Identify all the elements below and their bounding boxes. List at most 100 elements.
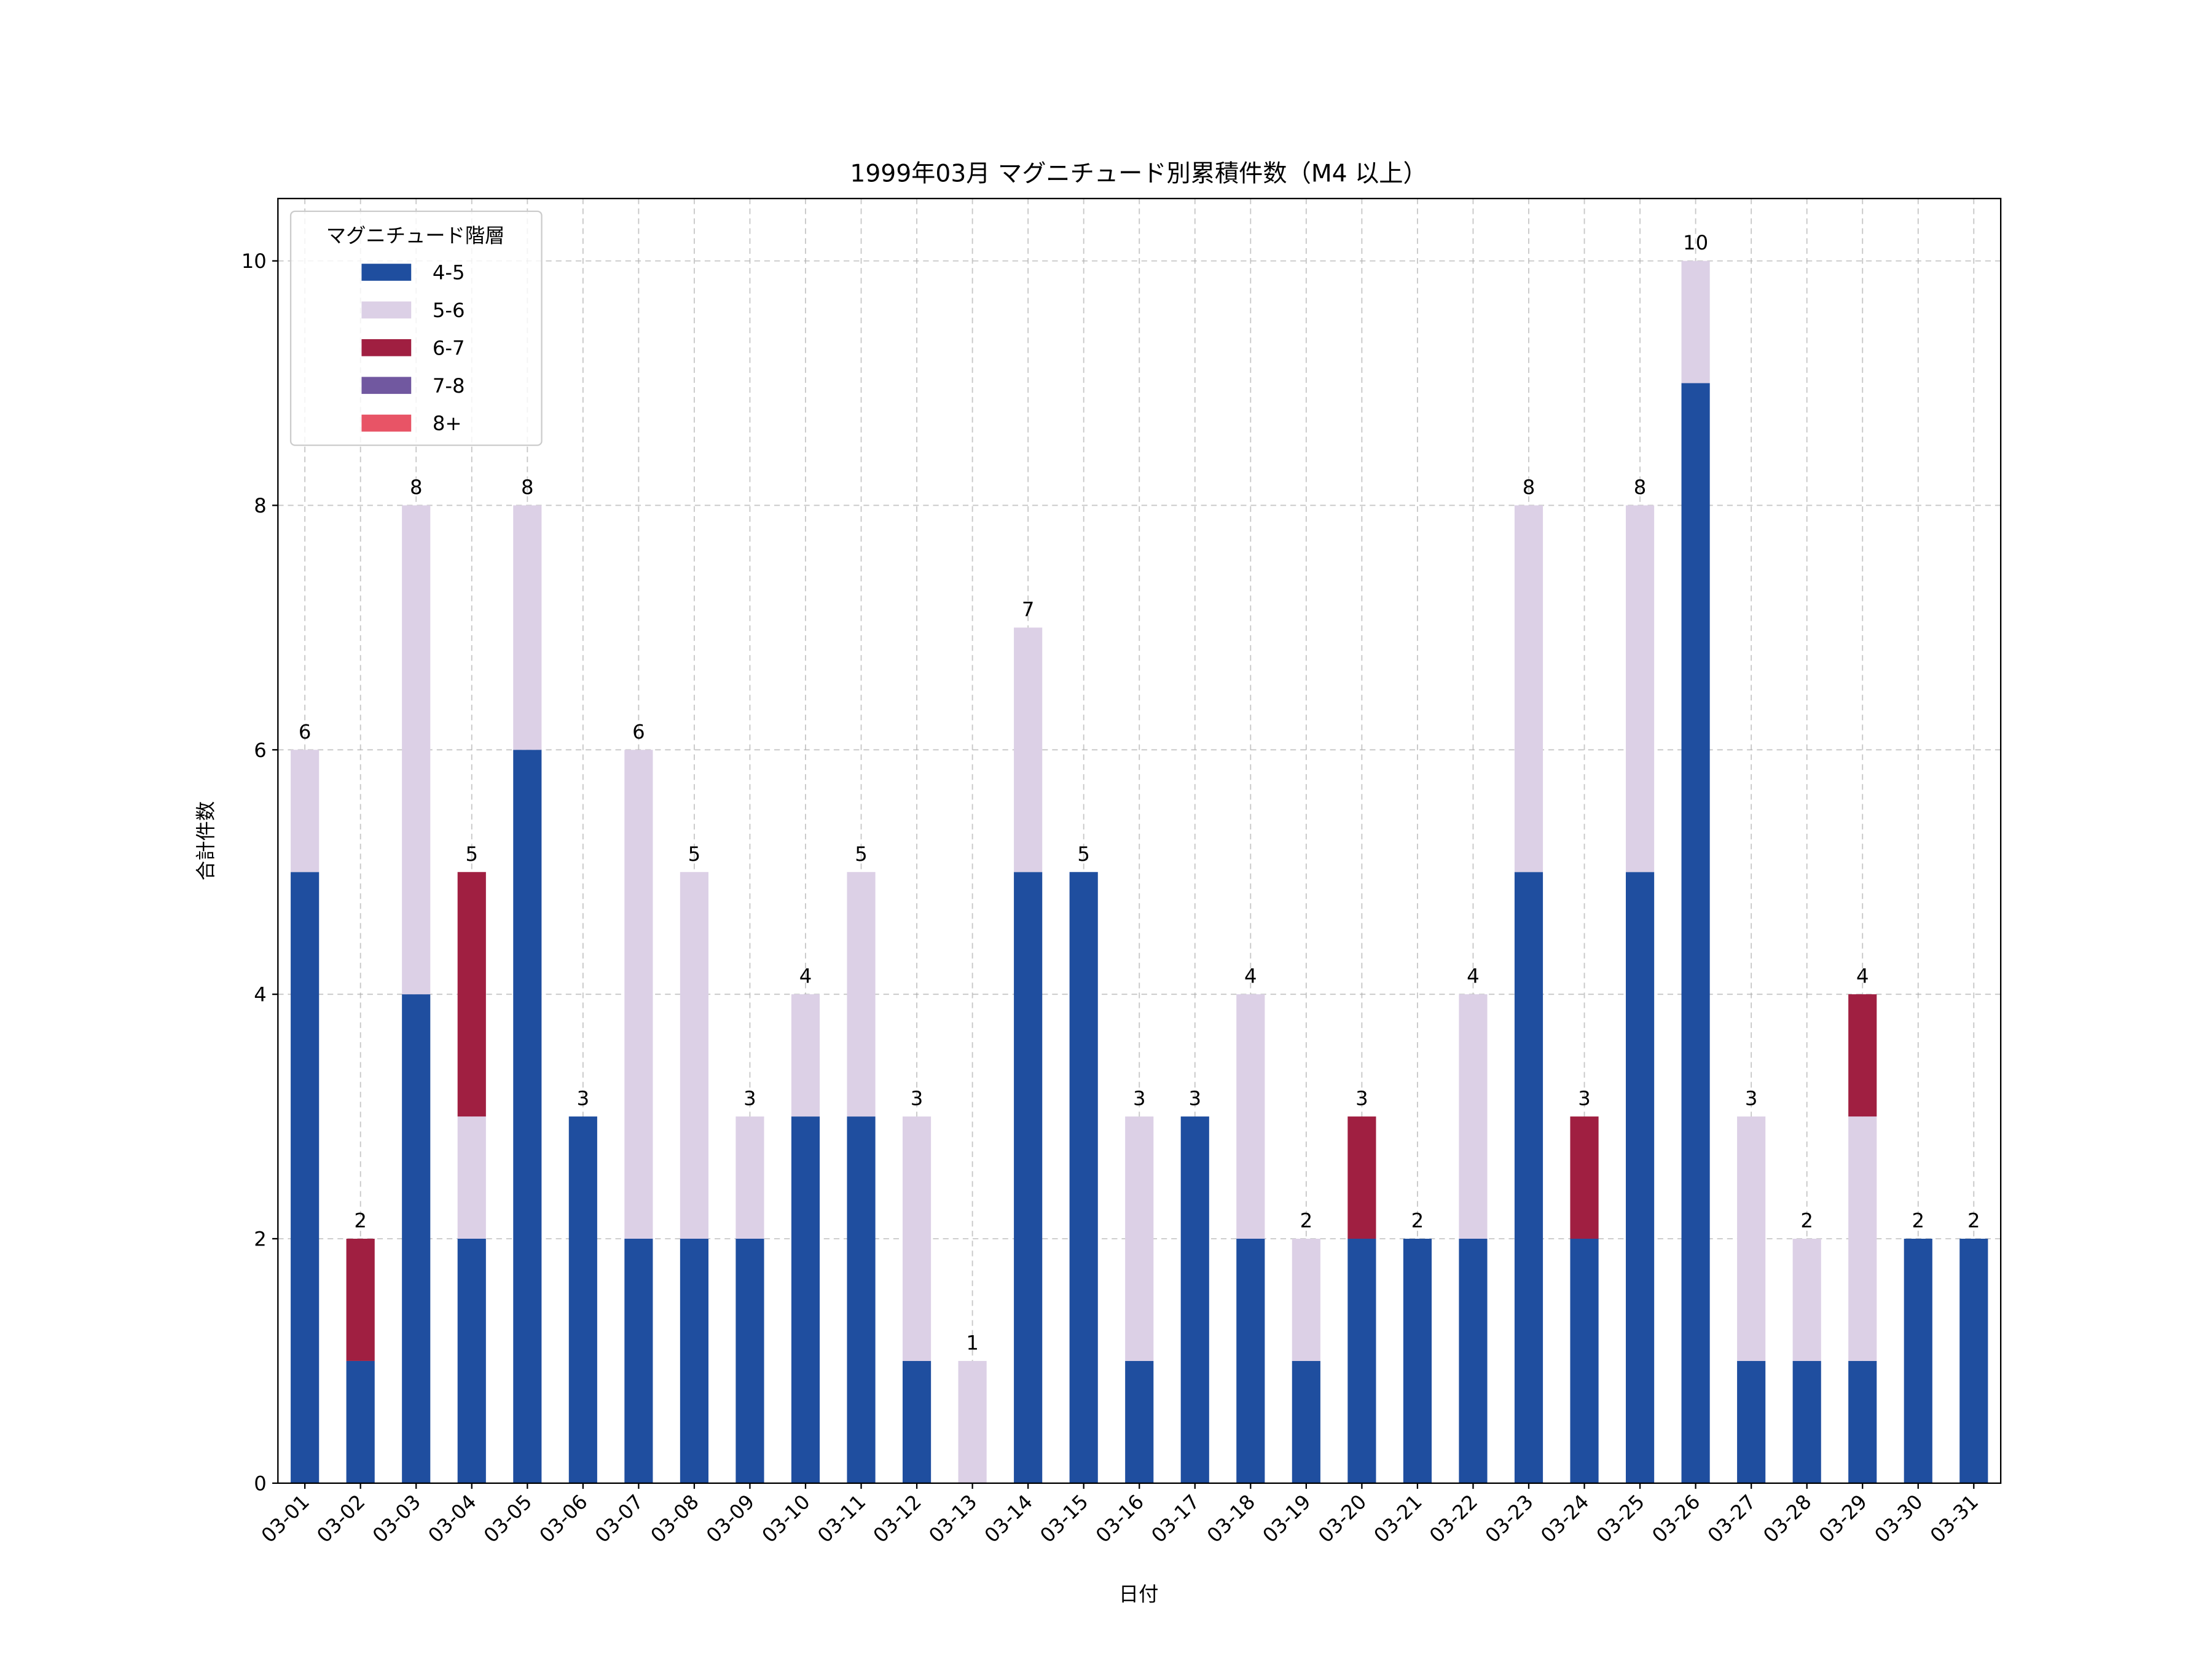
bar-segment-4-5 — [346, 1360, 375, 1483]
total-label: 3 — [743, 1087, 756, 1110]
legend-label: 4-5 — [433, 261, 465, 284]
total-label: 3 — [1133, 1087, 1146, 1110]
bar-segment-4-5 — [1125, 1360, 1154, 1483]
bar-segment-4-5 — [1792, 1360, 1821, 1483]
bar-segment-6-7 — [346, 1239, 375, 1361]
total-label: 3 — [577, 1087, 590, 1110]
legend-label: 6-7 — [433, 336, 465, 359]
total-label: 5 — [855, 842, 868, 866]
legend-label: 7-8 — [433, 374, 465, 398]
bar-segment-4-5 — [1570, 1239, 1599, 1483]
total-label: 4 — [1467, 965, 1480, 988]
total-label: 8 — [410, 476, 423, 499]
legend-label: 8+ — [433, 412, 462, 435]
bar-segment-5-6 — [1292, 1239, 1320, 1361]
total-label: 6 — [632, 720, 645, 743]
total-label: 10 — [1683, 231, 1708, 254]
bar-segment-5-6 — [1125, 1116, 1154, 1361]
bar-segment-4-5 — [1626, 872, 1655, 1483]
bar-segment-4-5 — [903, 1360, 931, 1483]
bar-segment-4-5 — [1180, 1116, 1209, 1483]
bar-segment-4-5 — [1069, 872, 1098, 1483]
total-label: 1 — [966, 1331, 979, 1354]
total-label: 6 — [299, 720, 312, 743]
bars — [291, 261, 1988, 1483]
legend-swatch-6-7 — [361, 339, 412, 356]
total-label: 4 — [1244, 965, 1257, 988]
legend-swatch-4-5 — [361, 264, 412, 281]
legend-swatch-8+ — [361, 414, 412, 432]
total-label: 2 — [1300, 1209, 1313, 1233]
y-axis-label: 合計件数 — [194, 801, 218, 880]
bar-segment-6-7 — [1570, 1116, 1599, 1239]
bar-segment-5-6 — [1236, 994, 1265, 1239]
bar-segment-4-5 — [1848, 1360, 1877, 1483]
total-label: 2 — [1967, 1209, 1980, 1233]
legend-label: 5-6 — [433, 299, 465, 322]
x-axis-label: 日付 — [1119, 1582, 1159, 1606]
total-label: 2 — [1912, 1209, 1924, 1233]
total-label: 8 — [1523, 476, 1535, 499]
bar-segment-4-5 — [847, 1116, 876, 1483]
bar-segment-5-6 — [1681, 261, 1710, 383]
legend: マグニチュード階層 4-5 5-6 6-7 7-8 8+ — [289, 210, 543, 446]
y-tick-label: 6 — [254, 739, 267, 762]
bar-segment-5-6 — [1459, 994, 1488, 1239]
total-label: 2 — [1411, 1209, 1424, 1233]
total-label: 8 — [521, 476, 534, 499]
data-labels: 6 2 8 5 8 3 6 5 3 4 5 3 1 7 5 3 3 4 2 3 2 4 8 3 8 10 3 2 4 2 2 — [299, 231, 1980, 1354]
bar-segment-4-5 — [1292, 1360, 1320, 1483]
total-label: 3 — [1355, 1087, 1368, 1110]
bar-segment-4-5 — [1014, 872, 1043, 1483]
bar-segment-4-5 — [1737, 1360, 1766, 1483]
bar-segment-5-6 — [680, 872, 708, 1239]
bar-segment-5-6 — [791, 994, 820, 1117]
y-tick-label: 2 — [254, 1228, 267, 1251]
bar-segment-6-7 — [457, 872, 486, 1117]
bar-segment-5-6 — [457, 1116, 486, 1239]
bar-segment-4-5 — [1403, 1239, 1432, 1483]
bar-segment-4-5 — [1681, 383, 1710, 1483]
bar-segment-5-6 — [903, 1116, 931, 1361]
total-label: 4 — [799, 965, 812, 988]
bar-segment-5-6 — [1848, 1116, 1877, 1361]
bar-segment-5-6 — [291, 750, 320, 873]
bar-segment-5-6 — [1014, 627, 1043, 873]
legend-frame — [289, 210, 543, 446]
bar-segment-5-6 — [958, 1360, 987, 1483]
total-label: 3 — [911, 1087, 924, 1110]
bar-segment-4-5 — [1904, 1239, 1932, 1483]
bar-segment-5-6 — [1792, 1239, 1821, 1361]
bar-segment-4-5 — [402, 994, 431, 1483]
bar-segment-5-6 — [624, 750, 653, 1239]
total-label: 2 — [354, 1209, 367, 1233]
bar-segment-4-5 — [1236, 1239, 1265, 1483]
total-label: 4 — [1856, 965, 1869, 988]
bar-segment-5-6 — [847, 872, 876, 1117]
bar-segment-4-5 — [791, 1116, 820, 1483]
y-tick-label: 10 — [241, 249, 267, 273]
bar-segment-6-7 — [1848, 994, 1877, 1117]
total-label: 7 — [1022, 598, 1035, 621]
bar-segment-4-5 — [513, 750, 542, 1483]
bar-segment-4-5 — [1959, 1239, 1988, 1483]
y-tick-label: 0 — [254, 1472, 267, 1495]
bar-segment-4-5 — [457, 1239, 486, 1483]
bar-segment-4-5 — [624, 1239, 653, 1483]
chart-title: 1999年03月 マグニチュード別累積件数（M4 以上） — [850, 160, 1427, 187]
total-label: 5 — [688, 842, 701, 866]
bar-segment-4-5 — [568, 1116, 597, 1483]
bar-segment-4-5 — [680, 1239, 708, 1483]
legend-swatch-5-6 — [361, 301, 412, 319]
total-label: 3 — [1578, 1087, 1591, 1110]
bar-segment-4-5 — [735, 1239, 764, 1483]
bar-segment-5-6 — [1514, 505, 1543, 873]
bar-segment-4-5 — [291, 872, 320, 1483]
bar-segment-5-6 — [735, 1116, 764, 1239]
bar-segment-5-6 — [1737, 1116, 1766, 1361]
bar-segment-5-6 — [402, 505, 431, 995]
total-label: 8 — [1634, 476, 1647, 499]
total-label: 2 — [1800, 1209, 1813, 1233]
total-label: 5 — [1077, 842, 1090, 866]
